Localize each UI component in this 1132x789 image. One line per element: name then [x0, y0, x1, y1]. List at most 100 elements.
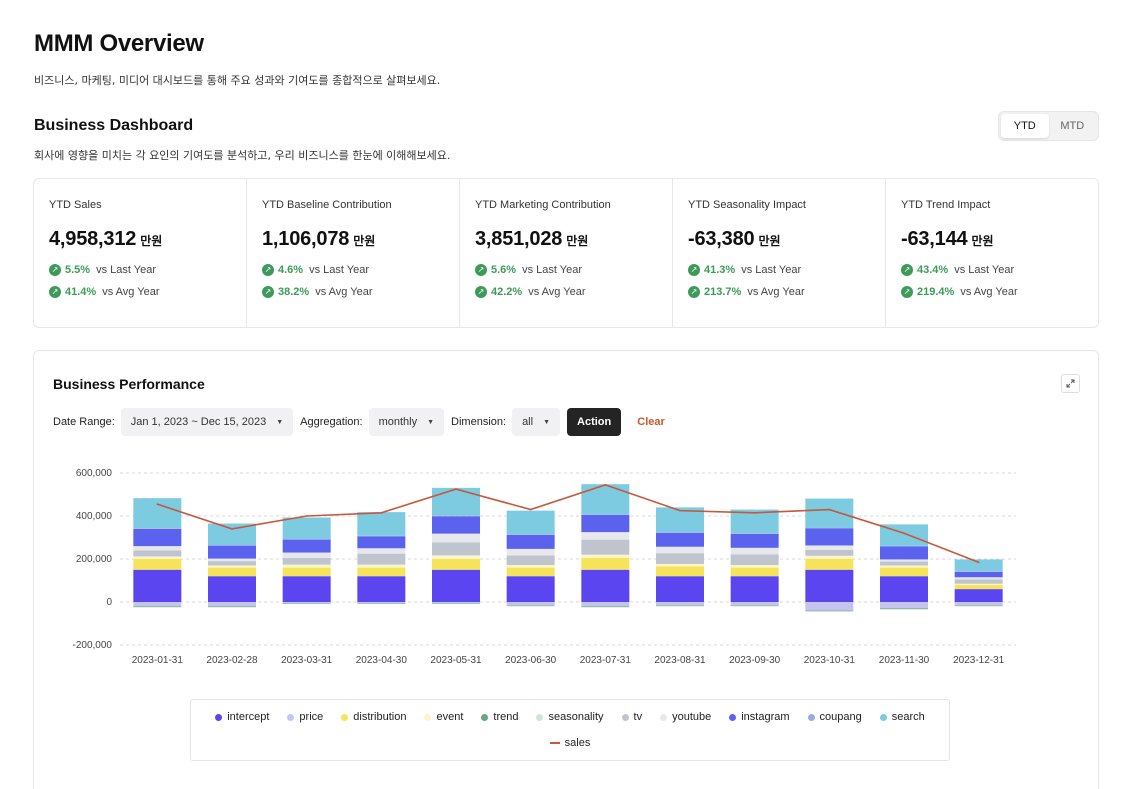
bar-youtube — [581, 532, 630, 540]
sales-point — [529, 508, 532, 511]
bar-distribution — [954, 584, 1003, 590]
delta-label: vs Last Year — [309, 264, 370, 276]
legend-item-trend[interactable]: trend — [481, 711, 518, 723]
bar-seasonality — [506, 605, 555, 607]
bar-search — [730, 509, 779, 534]
trend-up-icon: ↗ — [475, 286, 487, 298]
legend-item-price[interactable]: price — [287, 711, 323, 723]
legend-label: intercept — [227, 711, 270, 723]
kpi-value-line: 3,851,028 만원 — [475, 228, 657, 251]
legend-item-sales[interactable]: sales — [549, 737, 590, 749]
kpi-unit: 만원 — [971, 234, 994, 248]
legend-label: trend — [493, 711, 519, 723]
kpi-card: YTD Seasonality Impact -63,380 만원 ↗ 41.3% vs … — [673, 179, 886, 327]
delta-percent: 38.2% — [278, 286, 310, 298]
bar-intercept — [208, 576, 256, 602]
bar-price — [880, 602, 928, 609]
expand-button[interactable] — [1061, 374, 1080, 393]
kpi-row: YTD Sales 4,958,312 만원 ↗ 5.5% vs Last Year ↗ 41… — [33, 178, 1099, 328]
bar-event — [208, 565, 256, 568]
bar-search — [133, 498, 182, 529]
bar-intercept — [357, 576, 406, 602]
legend-swatch — [807, 713, 815, 721]
chevron-down-icon: ▼ — [276, 418, 284, 426]
bar-tv — [730, 554, 779, 566]
sales-point — [679, 509, 681, 512]
bar-distribution — [880, 567, 928, 577]
legend-item-instagram[interactable]: instagram — [729, 711, 790, 723]
legend-label: event — [436, 711, 464, 723]
kpi-value: 3,851,028 — [475, 228, 563, 250]
bar-search — [432, 487, 480, 516]
legend-swatch — [215, 713, 223, 721]
legend-item-coupang[interactable]: coupang — [807, 711, 862, 723]
x-tick-label: 2023-01-31 — [132, 655, 184, 666]
legend-item-event[interactable]: event — [424, 711, 463, 723]
bar-price — [506, 602, 555, 606]
legend-item-youtube[interactable]: youtube — [660, 711, 711, 723]
bar-price — [730, 602, 779, 606]
aggregation-select[interactable]: monthly ▼ — [368, 408, 445, 436]
kpi-card: YTD Trend Impact -63,144 만원 ↗ 43.4% vs Last Y… — [886, 179, 1098, 327]
bar-event — [432, 555, 480, 559]
bar-trend — [730, 605, 779, 606]
bar-tv — [656, 553, 704, 564]
bar-trend — [506, 605, 555, 606]
bar-coupang — [133, 528, 182, 529]
bar-youtube — [954, 577, 1003, 580]
action-button[interactable]: Action — [567, 408, 622, 436]
kpi-delta-avg-year: ↗ 213.7% vs Avg Year — [688, 285, 870, 299]
date-range-select[interactable]: Jan 1, 2023 ~ Dec 15, 2023 ▼ — [120, 408, 294, 436]
bar-coupang — [805, 527, 854, 529]
x-tick-label: 2023-04-30 — [356, 655, 408, 666]
bar-coupang — [208, 545, 256, 546]
bar-youtube — [432, 533, 480, 543]
sales-point — [455, 488, 457, 490]
legend-item-distribution[interactable]: distribution — [341, 711, 406, 723]
delta-percent: 42.2% — [491, 286, 523, 298]
bar-coupang — [432, 515, 480, 517]
bar-price — [656, 602, 704, 606]
clear-button[interactable]: Clear — [637, 416, 665, 428]
bar-intercept — [432, 569, 480, 602]
kpi-unit: 만원 — [758, 234, 781, 248]
bar-instagram — [656, 532, 704, 547]
bar-seasonality — [208, 606, 256, 608]
kpi-delta-last-year: ↗ 4.6% vs Last Year — [262, 263, 444, 277]
mtd-toggle-button[interactable]: MTD — [1049, 114, 1097, 138]
legend-item-tv[interactable]: tv — [621, 711, 642, 723]
bar-distribution — [730, 567, 779, 577]
bar-event — [133, 556, 182, 559]
dimension-select[interactable]: all ▼ — [512, 408, 561, 436]
bar-coupang — [581, 514, 630, 515]
dashboard-subtitle: 회사에 영향을 미치는 각 요인의 기여도를 분석하고, 우리 비즈니스를 한눈… — [34, 149, 451, 162]
bar-distribution — [357, 567, 406, 577]
bar-trend — [805, 610, 854, 612]
bar-seasonality — [432, 555, 480, 556]
sales-point — [380, 511, 383, 514]
bar-price — [357, 602, 406, 604]
bar-search — [805, 498, 854, 528]
delta-percent: 4.6% — [278, 264, 304, 276]
y-tick-label: -200,000 — [73, 640, 113, 651]
kpi-unit: 만원 — [566, 234, 589, 248]
bar-seasonality — [805, 611, 854, 612]
bar-event — [805, 555, 854, 559]
legend-item-seasonality[interactable]: seasonality — [536, 711, 604, 723]
bar-trend — [133, 606, 182, 607]
legend-item-search[interactable]: search — [879, 711, 925, 723]
kpi-delta-last-year: ↗ 41.3% vs Last Year — [688, 263, 870, 277]
aggregation-label: Aggregation: — [300, 416, 363, 428]
legend-item-intercept[interactable]: intercept — [215, 711, 269, 723]
y-tick-label: 600,000 — [76, 468, 113, 479]
bar-youtube — [730, 547, 779, 555]
x-tick-label: 2023-06-30 — [505, 655, 557, 666]
bar-intercept — [282, 576, 331, 602]
y-tick-label: 400,000 — [76, 511, 113, 522]
bar-seasonality — [880, 609, 928, 610]
legend-label: instagram — [741, 711, 790, 723]
ytd-toggle-button[interactable]: YTD — [1001, 114, 1049, 138]
bar-price — [133, 602, 182, 607]
kpi-label: YTD Baseline Contribution — [262, 199, 392, 211]
bar-tv — [432, 542, 480, 556]
